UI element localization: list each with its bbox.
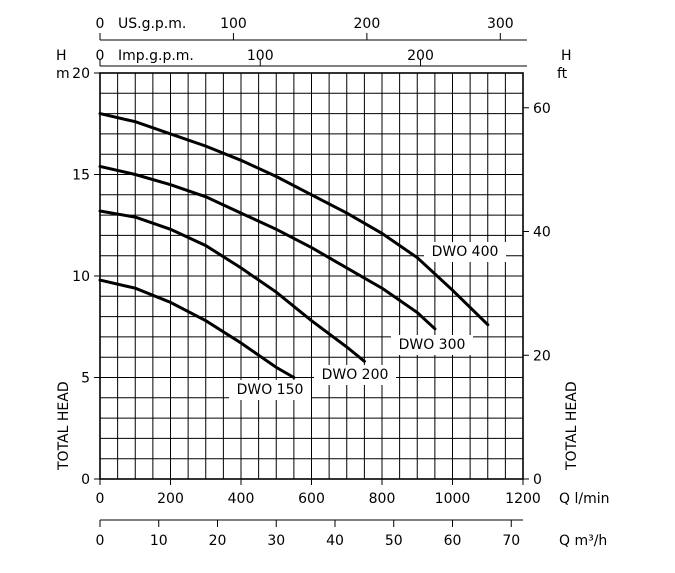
top2-unit-label: Imp.g.p.m. <box>118 48 194 64</box>
top1-unit-label: US.g.p.m. <box>118 16 186 32</box>
series-label-bg <box>391 335 473 355</box>
series-label-2: DWO 200 <box>322 367 389 383</box>
series-label-bg <box>424 242 506 262</box>
right-unit-top: H <box>561 48 572 64</box>
bottom2-tick-label: 20 <box>209 533 227 549</box>
bottom2-tick-label: 70 <box>502 533 520 549</box>
bottom1-tick-label: 1200 <box>505 491 541 507</box>
series-line-1 <box>98 278 296 379</box>
left-tick-label: 15 <box>72 168 90 184</box>
bottom1-tick-label: 800 <box>369 491 396 507</box>
bottom2-tick-label: 30 <box>267 533 285 549</box>
bottom1-tick-label: 400 <box>228 491 255 507</box>
series-label-bg <box>314 365 396 385</box>
bottom2-tick-label: 10 <box>150 533 168 549</box>
bottom1-unit-label: Q l/min <box>559 491 609 507</box>
series-label-3: DWO 300 <box>399 337 466 353</box>
right-axis-title: TOTAL HEAD <box>564 381 580 471</box>
series-line-2 <box>98 209 366 363</box>
bottom2-unit-label: Q m³/h <box>559 533 607 549</box>
bottom2-tick-label: 0 <box>96 533 105 549</box>
right-unit-bottom: ft <box>557 66 568 82</box>
left-tick-label: 5 <box>81 371 90 387</box>
series-label-4: DWO 400 <box>432 244 499 260</box>
bottom2-tick-label: 60 <box>444 533 462 549</box>
series-labels: DWO 150 DWO 200 DWO 300 DWO 400 <box>229 242 506 400</box>
bottom1-tick-label: 200 <box>157 491 184 507</box>
top2-tick-label: 0 <box>96 48 105 64</box>
top-axes: US.g.p.m. Imp.g.p.m. <box>100 16 527 67</box>
bottom1-tick-label: 1000 <box>435 491 471 507</box>
series-label-1: DWO 150 <box>237 382 304 398</box>
series-curves <box>98 112 490 379</box>
bottom2-tick-label: 40 <box>326 533 344 549</box>
bottom2-tick-label: 50 <box>385 533 403 549</box>
series-label-bg <box>229 380 311 400</box>
top1-tick-label: 200 <box>354 16 381 32</box>
right-tick-label: 40 <box>533 225 551 241</box>
left-axis-title: TOTAL HEAD <box>56 381 72 471</box>
right-tick-label: 60 <box>533 101 551 117</box>
bottom1-tick-label: 0 <box>96 491 105 507</box>
left-tick-label: 20 <box>72 66 90 82</box>
chart-grid <box>100 73 523 479</box>
right-tick-label: 20 <box>533 348 551 364</box>
left-tick-label: 10 <box>72 269 90 285</box>
top2-tick-label: 100 <box>247 48 274 64</box>
right-tick-label: 0 <box>533 472 542 488</box>
left-tick-label: 0 <box>81 472 90 488</box>
left-unit-top: H <box>56 48 67 64</box>
top2-tick-label: 200 <box>407 48 434 64</box>
bottom1-tick-label: 600 <box>298 491 325 507</box>
series-line-3 <box>98 164 437 331</box>
series-line-4 <box>98 112 490 327</box>
top1-tick-label: 300 <box>487 16 514 32</box>
top1-tick-label: 100 <box>220 16 247 32</box>
left-unit-bottom: m <box>56 66 70 82</box>
top1-tick-label: 0 <box>96 16 105 32</box>
